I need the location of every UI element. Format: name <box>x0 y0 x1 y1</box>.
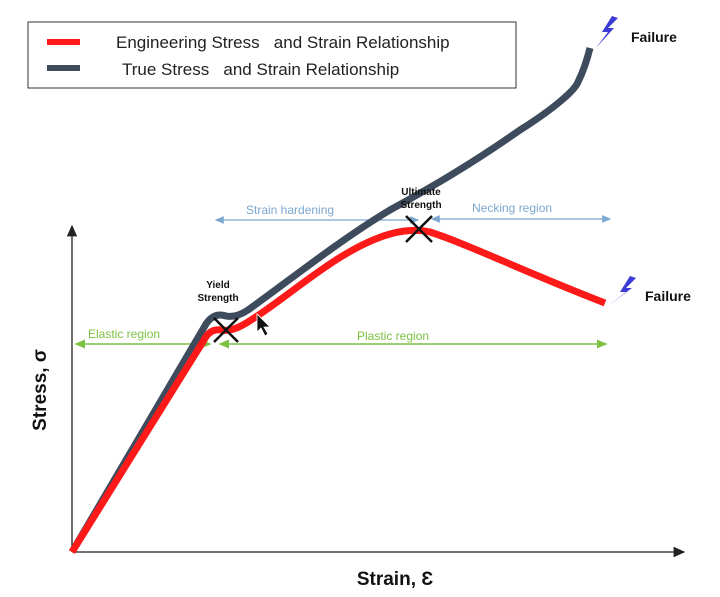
lightning-bolt-icon <box>608 276 636 306</box>
engineering-stress-strain-curve <box>69 226 607 554</box>
yield-label-line1: Yield <box>206 280 230 291</box>
ultimate-point-marker <box>405 215 433 243</box>
mouse-cursor-icon <box>256 313 271 337</box>
plastic-region-label: Plastic region <box>357 329 429 343</box>
necking-region-label: Necking region <box>472 201 552 215</box>
strain-hardening-label: Strain hardening <box>246 203 334 217</box>
failure-label-engineering: Failure <box>645 288 691 304</box>
elastic-region-label: Elastic region <box>88 327 160 341</box>
yield-label-line2: Strength <box>197 293 238 304</box>
failure-label-true: Failure <box>631 29 677 45</box>
legend: Engineering Stress and Strain Relationsh… <box>27 21 517 89</box>
y-axis-label: Stress, σ <box>30 349 51 431</box>
legend-label-true: True Stress and Strain Relationship <box>122 60 399 79</box>
ultimate-label-line2: Strength <box>400 200 441 211</box>
ultimate-label-line1: Ultimate <box>401 187 441 198</box>
lightning-bolt-icon <box>596 16 618 48</box>
legend-label-engineering: Engineering Stress and Strain Relationsh… <box>116 33 450 52</box>
legend-box <box>27 21 517 89</box>
x-axis-label: Strain, Ɛ <box>357 569 433 590</box>
yield-point-marker <box>213 317 239 343</box>
true-stress-strain-curve <box>68 47 594 554</box>
